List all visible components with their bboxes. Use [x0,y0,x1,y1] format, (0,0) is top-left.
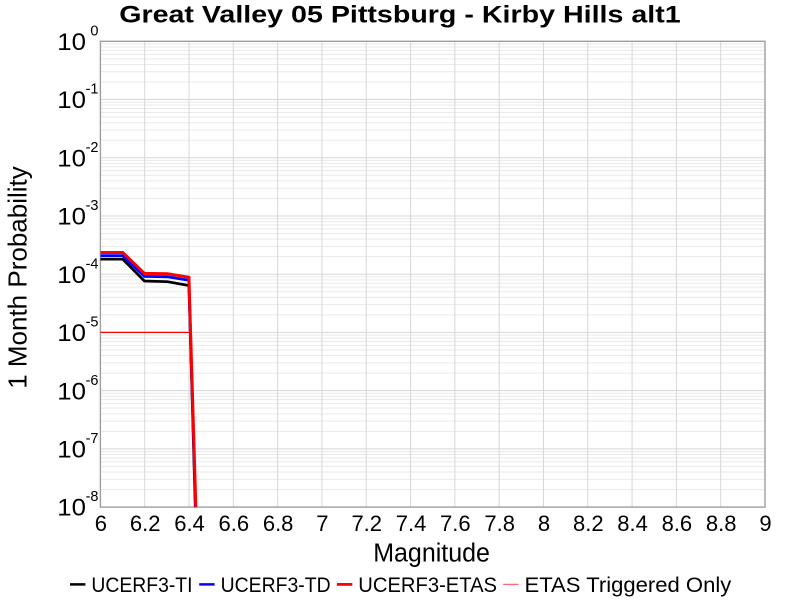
svg-text:6.8: 6.8 [263,511,294,536]
svg-text:ETAS Triggered Only: ETAS Triggered Only [525,573,732,596]
svg-text:7.8: 7.8 [484,511,515,536]
svg-text:-1: -1 [86,82,99,98]
svg-text:UCERF3-TD: UCERF3-TD [221,574,331,597]
svg-text:8.4: 8.4 [617,511,648,536]
svg-text:UCERF3-ETAS: UCERF3-ETAS [358,573,497,596]
svg-text:1 Month Probability: 1 Month Probability [3,166,33,389]
svg-text:8.6: 8.6 [662,511,693,536]
svg-text:-6: -6 [86,373,99,389]
svg-text:8.8: 8.8 [706,511,737,536]
svg-text:-4: -4 [86,256,99,272]
svg-text:8: 8 [538,511,550,536]
svg-text:7.2: 7.2 [351,511,382,536]
svg-text:10: 10 [57,378,86,405]
svg-text:10: 10 [57,262,86,289]
svg-text:9: 9 [759,511,771,536]
svg-text:10: 10 [57,436,86,463]
svg-text:-7: -7 [86,431,99,447]
svg-text:6.6: 6.6 [219,511,250,536]
svg-text:UCERF3-TI: UCERF3-TI [91,574,192,597]
svg-text:-2: -2 [86,140,99,156]
svg-text:7.6: 7.6 [440,511,471,536]
svg-text:6.4: 6.4 [174,511,205,536]
svg-text:Magnitude: Magnitude [373,539,490,568]
svg-text:10: 10 [57,495,86,522]
svg-text:0: 0 [90,23,98,39]
svg-text:-3: -3 [86,198,99,214]
svg-text:8.2: 8.2 [573,511,604,536]
svg-text:10: 10 [57,145,86,172]
svg-text:-5: -5 [86,315,99,331]
svg-text:10: 10 [57,320,86,347]
svg-text:6: 6 [95,511,107,536]
svg-text:Great Valley 05 Pittsburg - Ki: Great Valley 05 Pittsburg - Kirby Hills … [119,1,680,28]
svg-text:7.4: 7.4 [396,511,427,536]
svg-text:7: 7 [316,511,328,536]
svg-text:10: 10 [57,29,86,56]
svg-text:10: 10 [57,203,86,230]
svg-text:-8: -8 [86,489,99,505]
svg-text:10: 10 [57,87,86,114]
svg-text:6.2: 6.2 [130,511,161,536]
